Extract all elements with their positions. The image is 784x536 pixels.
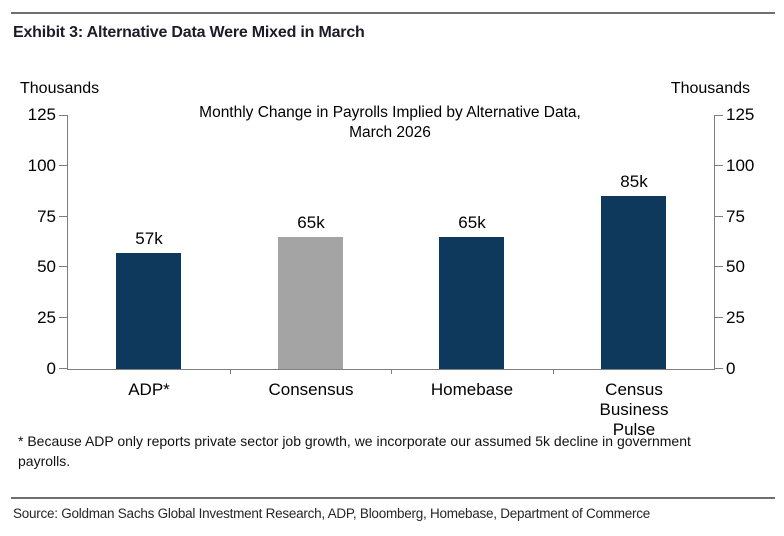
y-tick-125-right [715,115,723,116]
y-tick-label-75-left: 75 [37,207,56,226]
footnote-line-1: * Because ADP only reports private secto… [18,433,691,449]
y-tick-label-50-left: 50 [37,257,56,276]
bar-consensus [278,237,343,369]
y-tick-label-100-right: 100 [726,156,755,175]
y-axis-unit-left: Thousands [20,80,100,97]
y-tick-50-right [715,266,723,267]
category-axis-tick [230,369,231,374]
y-tick-125-left [59,115,67,116]
y-tick-label-25-right: 25 [726,308,745,327]
y-tick-label-0-right: 0 [726,359,736,378]
chart-title-line-2: March 2026 [349,124,431,141]
footnote-line-2: payrolls. [18,453,71,469]
y-axis-unit-right: Thousands [670,80,750,97]
y-tick-50-left [59,266,67,267]
y-tick-0-right [715,368,723,369]
y-tick-25-left [59,317,67,318]
y-tick-label-50-right: 50 [726,257,745,276]
y-tick-label-0-left: 0 [46,359,56,378]
value-label-adp: 57k [135,229,163,248]
value-label-census-business-pulse: 85k [620,172,648,191]
category-axis-tick [553,369,554,374]
y-tick-75-right [715,216,723,217]
footnote: * Because ADP only reports private secto… [18,431,770,471]
category-label-adp: ADP* [68,380,230,400]
plot-area: 125 125 100 100 75 75 50 50 25 25 0 0 57k ADP* 65k Cons… [28,105,755,439]
y-tick-100-right [715,165,723,166]
bar-homebase [439,237,504,369]
bar-adp [116,253,181,369]
category-axis-tick [391,369,392,374]
category-label-consensus: Consensus [230,380,392,400]
exhibit-title: Exhibit 3: Alternative Data Were Mixed i… [13,24,365,41]
source-attribution: Source: Goldman Sachs Global Investment … [13,506,651,521]
y-tick-75-left [59,216,67,217]
y-tick-label-25-left: 25 [37,308,56,327]
chart-title: Monthly Change in Payrolls Implied by Al… [67,103,713,143]
y-tick-0-left [59,368,67,369]
category-label-text-adp: ADP* [128,380,170,399]
category-label-census-business-pulse: Census Business Pulse [553,380,715,440]
category-label-homebase: Homebase [391,380,553,400]
value-label-homebase: 65k [458,213,486,232]
category-label-text-homebase: Homebase [430,380,514,399]
y-tick-label-125-left: 125 [27,105,56,124]
value-label-consensus: 65k [297,213,325,232]
bottom-divider-rule [11,497,775,499]
y-tick-label-100-left: 100 [27,156,56,175]
bar-census-business-pulse [601,196,666,369]
category-label-text-census-business-pulse: Census Business Pulse [599,380,669,439]
y-tick-label-125-right: 125 [726,105,755,124]
y-tick-label-75-right: 75 [726,207,745,226]
y-tick-100-left [59,165,67,166]
chart-title-line-1: Monthly Change in Payrolls Implied by Al… [199,104,581,121]
y-tick-25-right [715,317,723,318]
category-label-text-consensus: Consensus [268,380,354,399]
top-divider-rule [11,12,775,14]
